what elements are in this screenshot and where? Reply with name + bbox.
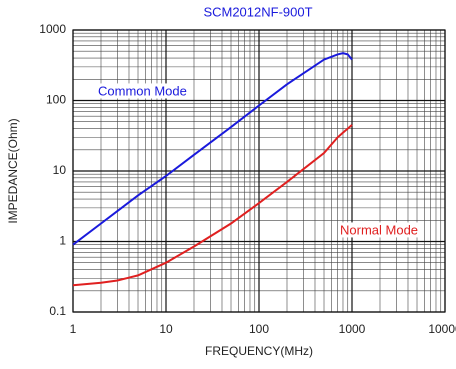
chart-title: SCM2012NF-900T xyxy=(203,4,312,19)
y-tick-label: 1000 xyxy=(39,22,66,36)
legend-background xyxy=(97,83,188,99)
x-tick-label: 10 xyxy=(159,322,173,336)
y-tick-label: 10 xyxy=(53,163,67,177)
x-tick-label: 100 xyxy=(249,322,269,336)
legend-label: Common Mode xyxy=(98,83,187,98)
x-tick-label: 1000 xyxy=(339,322,366,336)
legend-label: Normal Mode xyxy=(340,222,418,237)
series-line xyxy=(72,124,353,287)
x-axis-label: FREQUENCY(MHz) xyxy=(205,344,313,358)
plot-border xyxy=(72,29,446,313)
y-tick-label: 100 xyxy=(46,93,66,107)
y-tick-label: 1 xyxy=(59,234,66,248)
legend-background xyxy=(339,222,420,238)
y-axis-label: IMPEDANCE(Ohm) xyxy=(6,118,20,223)
x-tick-label: 1 xyxy=(70,322,77,336)
y-tick-label: 0.1 xyxy=(49,304,66,318)
series-line xyxy=(72,52,353,246)
